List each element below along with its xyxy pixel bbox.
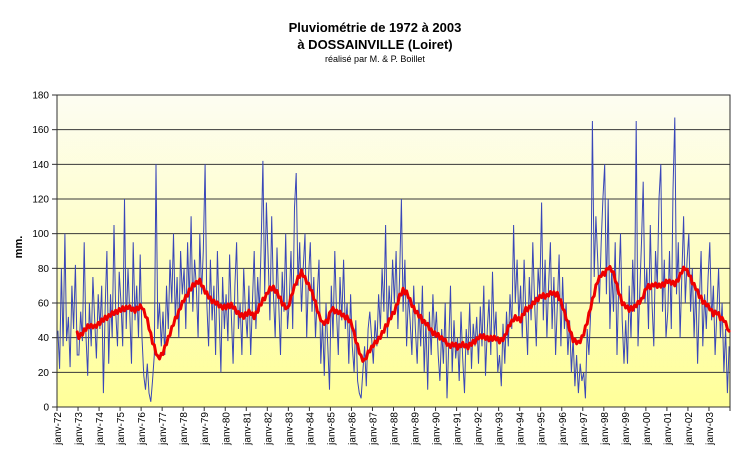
chart-title-line2: à DOSSAINVILLE (Loiret) [297,37,453,52]
x-tick-label: janv-77 [158,412,169,446]
x-tick-label: janv-94 [516,412,527,446]
x-tick-label: janv-88 [390,412,401,446]
series-moving-average [75,264,731,363]
x-tick-label: janv-74 [95,412,106,446]
y-tick-label: 160 [32,125,49,136]
x-tick-label: janv-92 [474,412,485,446]
y-tick-label: 80 [38,264,50,275]
series-monthly-rainfall [57,117,730,402]
x-tick-label: janv-80 [221,412,232,446]
x-tick-label: janv-95 [537,412,548,446]
y-tick-label: 60 [38,299,50,310]
chart-title-block: Pluviométrie de 1972 à 2003 à DOSSAINVIL… [0,19,750,66]
x-tick-label: janv-86 [347,412,358,446]
y-tick-label: 40 [38,333,50,344]
x-tick-label: janv-96 [558,412,569,446]
x-tick-label: janv-97 [579,412,590,446]
x-tick-label: janv-75 [116,412,127,446]
y-tick-label: 180 [32,91,49,102]
x-tick-label: janv-03 [705,412,716,446]
y-tick-label: 100 [32,229,49,240]
x-tick-label: janv-90 [432,412,443,446]
y-axis-title: mm. [13,236,25,259]
x-tick-label: janv-91 [453,412,464,446]
x-tick-label: janv-82 [263,412,274,446]
x-tick-label: janv-83 [284,412,295,446]
x-tick-label: janv-72 [53,412,64,446]
y-tick-label: 120 [32,195,49,206]
y-tick-label: 140 [32,160,49,171]
plot-area-background [57,95,730,407]
x-tick-label: janv-99 [621,412,632,446]
x-tick-label: janv-76 [137,412,148,446]
x-tick-label: janv-78 [179,412,190,446]
x-tick-label: janv-01 [663,412,674,446]
x-tick-label: janv-87 [368,412,379,446]
y-tick-label: 20 [38,368,50,379]
x-tick-label: janv-85 [326,412,337,446]
x-tick-label: janv-73 [74,412,85,446]
x-tick-label: janv-02 [684,412,695,446]
x-tick-label: janv-81 [242,412,253,446]
y-tick-label: 0 [43,403,49,414]
x-tick-label: janv-84 [305,412,316,446]
x-tick-label: janv-00 [642,412,653,446]
chart-title-line3: réalisé par M. & P. Boillet [325,54,425,64]
x-tick-label: janv-93 [495,412,506,446]
chart-title-line1: Pluviométrie de 1972 à 2003 [288,20,462,35]
x-tick-label: janv-89 [411,412,422,446]
x-tick-label: janv-79 [200,412,211,446]
x-tick-label: janv-98 [600,412,611,446]
